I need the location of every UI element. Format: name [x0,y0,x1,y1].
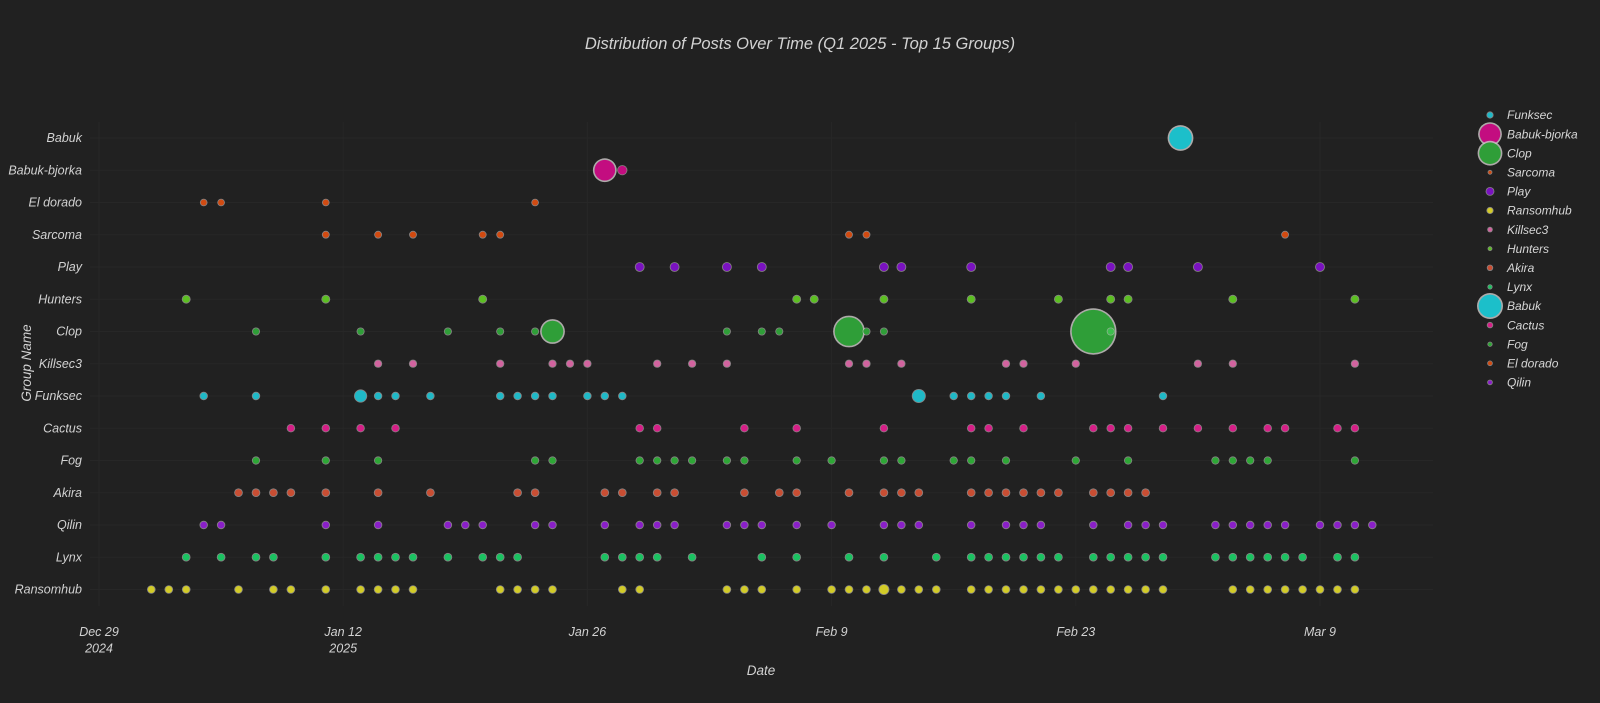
svg-text:Clop: Clop [1507,146,1532,160]
svg-text:Jan 26: Jan 26 [568,625,607,639]
svg-text:Dec 29: Dec 29 [79,625,119,639]
svg-text:Fog: Fog [1507,337,1528,351]
svg-text:Lynx: Lynx [1507,280,1533,294]
svg-text:Distribution of Posts Over Tim: Distribution of Posts Over Time (Q1 2025… [585,35,1015,53]
svg-text:Babuk: Babuk [1507,299,1542,313]
svg-text:Jan 12: Jan 12 [323,625,362,639]
svg-text:Babuk-bjorka: Babuk-bjorka [1507,127,1578,141]
svg-text:2024: 2024 [84,642,113,656]
svg-text:Sarcoma: Sarcoma [1507,166,1555,180]
svg-text:Hunters: Hunters [38,292,82,306]
svg-text:Funksec: Funksec [35,389,83,403]
svg-text:Babuk-bjorka: Babuk-bjorka [8,163,82,177]
svg-text:Killsec3: Killsec3 [39,357,82,371]
svg-text:Sarcoma: Sarcoma [32,228,82,242]
svg-text:Qilin: Qilin [1507,376,1531,390]
svg-text:2025: 2025 [328,642,357,656]
svg-text:Killsec3: Killsec3 [1507,223,1549,237]
svg-text:Akira: Akira [1506,261,1535,275]
svg-text:Clop: Clop [56,325,82,339]
svg-text:Mar 9: Mar 9 [1304,625,1336,639]
svg-text:Lynx: Lynx [56,550,83,564]
svg-text:Akira: Akira [53,486,83,500]
svg-text:Qilin: Qilin [57,518,82,532]
svg-text:Group Name: Group Name [19,324,34,401]
svg-text:Fog: Fog [60,454,82,468]
svg-text:Feb 9: Feb 9 [816,625,848,639]
svg-text:Cactus: Cactus [1507,318,1544,332]
svg-text:Date: Date [747,663,776,678]
svg-text:Funksec: Funksec [1507,108,1552,122]
svg-text:Ransomhub: Ransomhub [1507,204,1572,218]
svg-text:Hunters: Hunters [1507,242,1549,256]
svg-text:El dorado: El dorado [28,196,82,210]
svg-text:Feb 23: Feb 23 [1056,625,1095,639]
svg-text:El dorado: El dorado [1507,357,1559,371]
svg-text:Play: Play [1507,185,1531,199]
svg-text:Cactus: Cactus [43,421,82,435]
svg-text:Babuk: Babuk [47,131,83,145]
svg-text:Play: Play [58,260,83,274]
svg-text:Ransomhub: Ransomhub [15,583,82,597]
